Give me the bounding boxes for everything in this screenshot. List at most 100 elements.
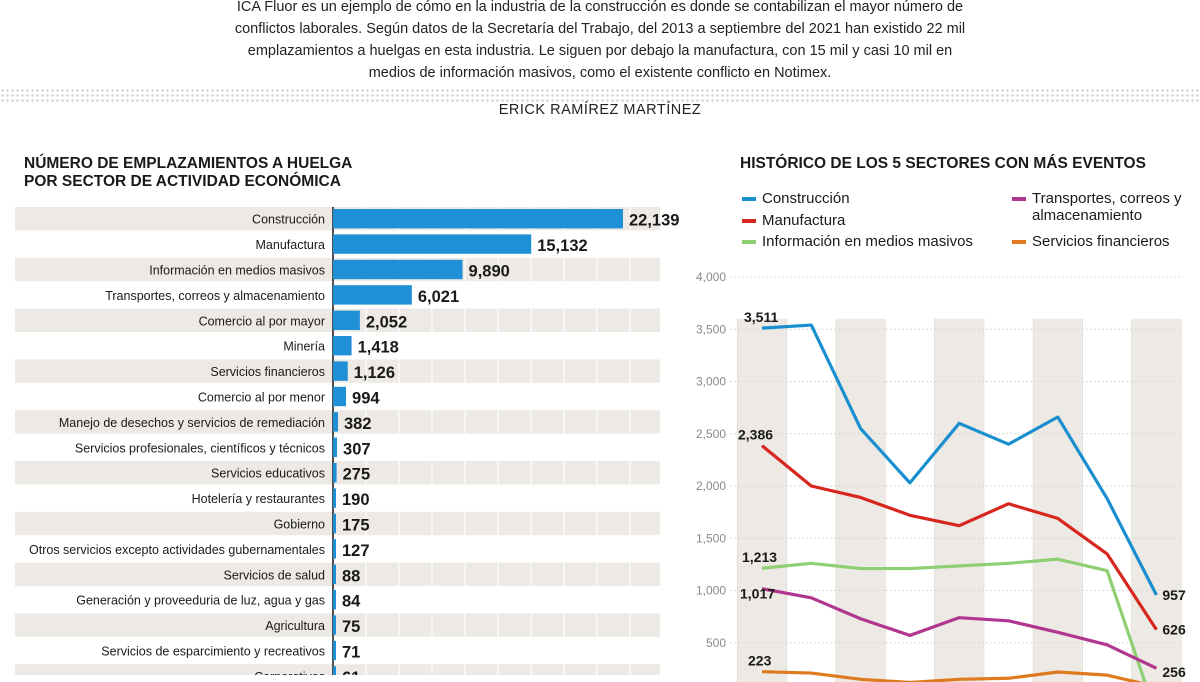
bar-value-label: 190 xyxy=(342,491,370,509)
bar-category-label: Servicios profesionales, científicos y t… xyxy=(75,441,325,455)
column-stripe xyxy=(1132,318,1181,682)
bar xyxy=(333,539,336,559)
dotted-divider xyxy=(0,88,1200,102)
bar-value-label: 61 xyxy=(342,669,360,675)
legend-label-construccion: Construcción xyxy=(762,190,850,207)
bar-value-label: 275 xyxy=(343,466,371,484)
bar xyxy=(333,463,337,483)
bar-value-label: 9,890 xyxy=(469,263,510,281)
bar xyxy=(333,285,412,305)
series-end-label: 256 xyxy=(1162,664,1186,680)
bar xyxy=(333,259,463,280)
bar xyxy=(333,234,532,254)
bar-category-label: Construcción xyxy=(252,213,325,227)
bar-category-label: Agricultura xyxy=(265,619,325,633)
column-stripe xyxy=(935,318,984,682)
y-tick-label: 3,000 xyxy=(696,375,726,389)
bar-value-label: 1,418 xyxy=(358,339,399,357)
legend-manufactura: Manufactura xyxy=(742,212,845,229)
y-tick-label: 1,500 xyxy=(696,531,726,545)
series-line-construccion xyxy=(761,323,1158,596)
row-stripe xyxy=(15,613,660,637)
bar-category-label: Otros servicios excepto actividades gube… xyxy=(29,543,325,557)
bar-value-label: 84 xyxy=(342,593,361,611)
legend-swatch-construccion xyxy=(742,197,756,201)
column-stripe xyxy=(738,318,786,682)
bar-category-label: Información en medios masivos xyxy=(149,264,325,278)
y-tick-label: 2,000 xyxy=(696,479,726,493)
bar-value-label: 88 xyxy=(342,567,360,585)
legend-swatch-informacion xyxy=(742,240,756,244)
legend-swatch-manufactura xyxy=(742,219,756,223)
y-tick-label: 3,500 xyxy=(696,322,726,336)
bar-grid xyxy=(365,207,631,675)
bar-category-label: Hotelería y restaurantes xyxy=(192,492,325,506)
row-stripe xyxy=(15,511,660,536)
y-tick-label: 2,500 xyxy=(696,427,726,441)
bar-category-label: Servicios educativos xyxy=(211,467,325,481)
bar-category-label: Manufactura xyxy=(256,238,326,252)
bar-category-label: Generación y proveeduria de luz, agua y … xyxy=(76,594,325,608)
bar-value-label: 22,139 xyxy=(629,212,679,230)
line-chart: 500 1,000 1,500 2,000 2,500 3,000 3,500 4,000 3,… xyxy=(696,270,1186,682)
bar-category-label: Manejo de desechos y servicios de remedi… xyxy=(59,416,325,430)
legend-label-financieros: Servicios financieros xyxy=(1032,233,1170,250)
bar xyxy=(333,488,336,508)
intro-paragraph: ICA Fluor es un ejemplo de cómo en la in… xyxy=(234,0,966,81)
bar-value-label: 15,132 xyxy=(537,237,587,255)
bar-value-label: 2,052 xyxy=(366,313,407,331)
legend-informacion: Información en medios masivos xyxy=(742,233,973,250)
legend-financieros: Servicios financieros xyxy=(1012,233,1170,250)
bar xyxy=(333,209,623,229)
legend-transportes: Transportes, correos y almacenamiento xyxy=(1012,190,1192,224)
series-start-label: 1,017 xyxy=(740,586,775,602)
bar xyxy=(333,666,336,675)
bar-category-label: Servicios de esparcimiento y recreativos xyxy=(101,645,325,659)
legend-label-manufactura: Manufactura xyxy=(762,212,846,229)
bar-value-label: 382 xyxy=(344,415,372,433)
bar-category-label: Transportes, correos y almacenamiento xyxy=(105,289,325,303)
bar-category-label: Comercio al por menor xyxy=(198,391,325,405)
bar-chart: Construcción 22,139 Manufactura 15,132 Infor… xyxy=(15,207,679,675)
bar xyxy=(333,412,339,432)
bar-category-label: Comercio al por mayor xyxy=(199,314,325,328)
bar xyxy=(333,437,338,457)
line-chart-legend: Construcción Manufactura Información en … xyxy=(742,190,1192,255)
y-tick-label: 500 xyxy=(706,636,726,650)
line-chart-title: HISTÓRICO DE LOS 5 SECTORES CON MÁS EVEN… xyxy=(740,155,1146,172)
bar xyxy=(333,564,336,584)
bar xyxy=(333,310,360,330)
bar-value-label: 1,126 xyxy=(354,364,395,382)
legend-label-transportes: Transportes, correos y almacenamiento xyxy=(1032,190,1182,224)
bar-category-label: Minería xyxy=(283,340,325,354)
series-line-manufactura xyxy=(760,444,1158,631)
series-start-label: 223 xyxy=(748,653,772,669)
series-end-label: 626 xyxy=(1162,622,1186,638)
bar-category-label: Corporativos xyxy=(254,670,325,675)
bar-value-label: 75 xyxy=(342,618,360,636)
bar xyxy=(333,361,348,381)
bar xyxy=(333,336,352,356)
row-stripe xyxy=(15,461,660,485)
bar-chart-title: NÚMERO DE EMPLAZAMIENTOS A HUELGA POR SE… xyxy=(24,155,352,190)
bar-value-label: 994 xyxy=(352,390,380,408)
bar-category-label: Gobierno xyxy=(274,518,325,532)
row-stripe xyxy=(15,562,660,586)
column-stripe xyxy=(1033,318,1082,682)
legend-construccion: Construcción xyxy=(742,190,850,207)
series-line-informacion xyxy=(761,557,1147,682)
bar-value-label: 175 xyxy=(342,517,370,535)
y-tick-label: 1,000 xyxy=(696,584,726,598)
author-name: ERICK RAMÍREZ MARTÍNEZ xyxy=(486,102,714,118)
bar xyxy=(333,386,347,407)
column-stripe xyxy=(836,318,885,682)
bar xyxy=(333,640,336,661)
bar-value-label: 127 xyxy=(342,542,370,560)
y-tick-label: 4,000 xyxy=(696,270,726,284)
row-stripe xyxy=(15,664,660,675)
bar xyxy=(333,615,336,635)
bar-category-label: Servicios financieros xyxy=(210,365,325,379)
legend-swatch-transportes xyxy=(1012,197,1026,201)
bar xyxy=(333,590,336,610)
bar-value-label: 307 xyxy=(343,440,371,458)
